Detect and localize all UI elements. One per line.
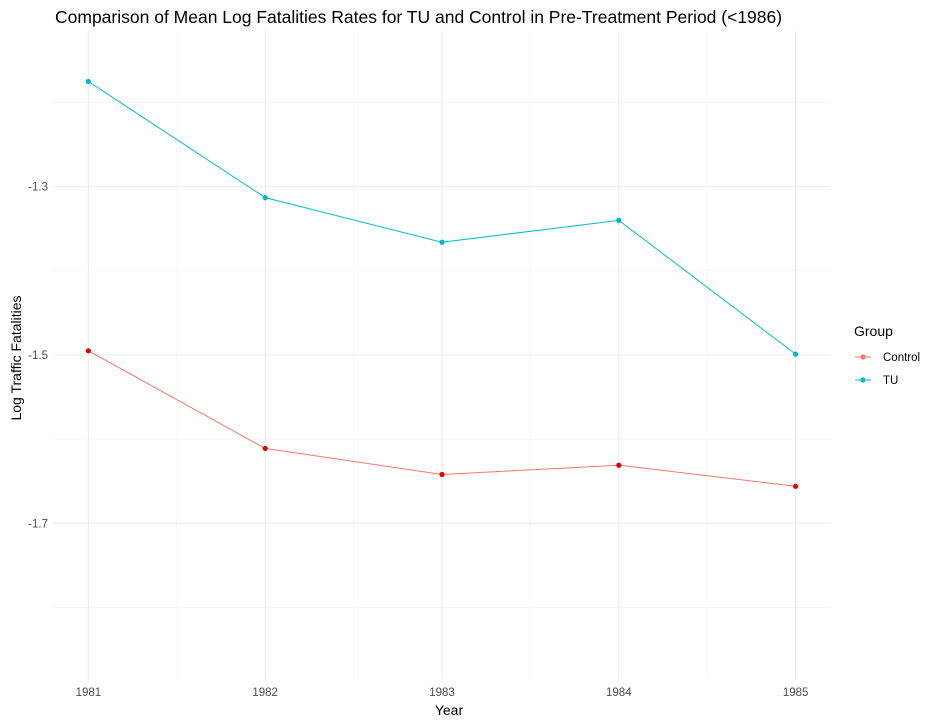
x-tick-label: 1981	[76, 687, 102, 699]
series-points	[85, 78, 799, 489]
data-point-tu-1982	[262, 195, 268, 201]
legend-title: Group	[854, 323, 893, 339]
data-point-tu-1984	[616, 217, 622, 223]
legend-label-tu: TU	[883, 375, 898, 387]
grid	[53, 31, 831, 679]
y-axis: -1.3 -1.5 -1.7	[28, 182, 48, 531]
y-tick-label: -1.5	[28, 350, 48, 362]
x-axis-title: Year	[435, 702, 464, 718]
x-tick-label: 1984	[606, 687, 632, 699]
x-tick-label: 1983	[429, 687, 455, 699]
data-point-control-1982	[262, 445, 268, 452]
data-point-tu-1983	[439, 239, 445, 245]
y-tick-label: -1.7	[28, 518, 48, 530]
y-axis-title: Log Traffic Fatalities	[8, 295, 24, 420]
data-point-control-1984	[616, 462, 622, 468]
data-point-tu-1981	[85, 78, 91, 85]
legend: Group Control TU	[854, 323, 920, 387]
data-point-tu-1985	[793, 351, 799, 357]
data-point-control-1983	[439, 471, 445, 478]
x-tick-label: 1985	[783, 687, 809, 699]
chart-title: Comparison of Mean Log Fatalities Rates …	[55, 7, 782, 27]
data-point-control-1985	[793, 483, 799, 489]
data-point-control-1981	[85, 348, 91, 354]
legend-key-point-tu	[860, 377, 866, 383]
legend-key-point-control	[860, 354, 866, 360]
x-axis: 1981 1982 1983 1984 1985	[76, 687, 809, 699]
y-tick-label: -1.3	[28, 182, 48, 194]
legend-label-control: Control	[883, 352, 920, 364]
x-tick-label: 1982	[252, 687, 278, 699]
